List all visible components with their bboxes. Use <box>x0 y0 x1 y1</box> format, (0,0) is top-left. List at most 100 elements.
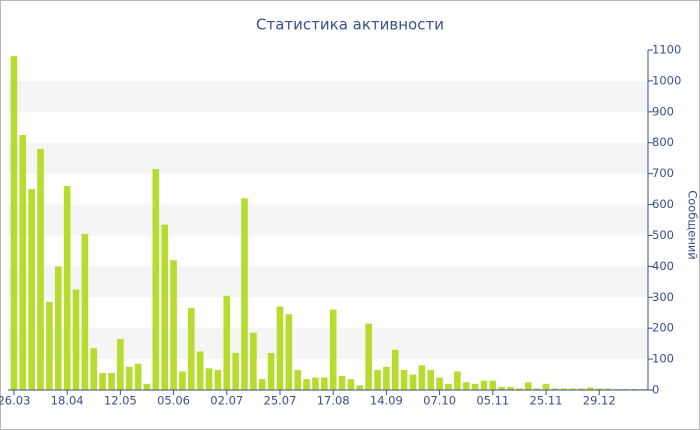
bar <box>480 380 488 390</box>
y-tick-label: 0 <box>652 383 659 397</box>
bar <box>258 379 266 390</box>
y-tick-label: 600 <box>652 197 674 211</box>
bar <box>365 323 372 390</box>
bar <box>374 369 381 390</box>
bar <box>108 373 115 390</box>
bar <box>294 369 302 390</box>
y-tick-label: 1100 <box>652 43 681 57</box>
bar <box>409 374 417 390</box>
bar <box>329 309 337 390</box>
bar <box>560 388 568 390</box>
y-tick-label: 100 <box>652 352 674 366</box>
grid-band <box>8 204 648 236</box>
bar <box>72 289 80 390</box>
bar <box>134 363 142 390</box>
x-tick-label: 17.08 <box>317 394 350 408</box>
bar <box>569 388 576 390</box>
x-tick-label: 07.10 <box>423 394 456 408</box>
bar <box>312 377 319 390</box>
y-tick-label: 300 <box>652 290 674 304</box>
grid-band <box>8 80 648 112</box>
chart-title: Статистика активности <box>256 16 444 34</box>
grid-band <box>8 328 648 360</box>
bar <box>54 266 62 390</box>
bar <box>595 388 603 390</box>
bar <box>117 339 124 390</box>
x-tick-label: 25.11 <box>530 394 563 408</box>
bar <box>267 352 275 390</box>
grid-band <box>8 142 648 174</box>
bar <box>241 198 248 390</box>
bar <box>285 314 293 390</box>
bar <box>90 348 98 390</box>
bar <box>187 308 195 390</box>
y-tick-label: 500 <box>652 228 674 242</box>
bar <box>489 380 497 390</box>
bar <box>99 373 106 390</box>
bar <box>445 383 452 390</box>
bar <box>28 189 35 390</box>
bar <box>578 388 585 390</box>
bar <box>125 366 133 390</box>
bar <box>462 382 470 390</box>
bar <box>427 369 435 390</box>
bar <box>383 366 390 390</box>
bar <box>205 368 213 390</box>
bar <box>321 377 328 390</box>
bar <box>10 56 18 390</box>
bar <box>161 224 168 390</box>
x-tick-label: 12.05 <box>104 394 137 408</box>
bar <box>223 295 231 390</box>
x-tick-label: 26.03 <box>0 394 30 408</box>
bar <box>604 388 612 390</box>
y-tick-label: 700 <box>652 166 674 180</box>
bar <box>152 169 160 390</box>
x-tick-label: 29.12 <box>583 394 616 408</box>
bar <box>81 233 89 390</box>
bar <box>507 386 514 390</box>
bar <box>143 383 151 390</box>
bar <box>356 385 364 390</box>
bar <box>533 388 541 390</box>
bar <box>436 377 443 390</box>
bar <box>454 371 461 390</box>
bar <box>196 351 204 390</box>
x-tick-label: 02.07 <box>210 394 243 408</box>
bar <box>418 365 426 390</box>
bar <box>250 332 257 390</box>
bar <box>276 306 284 390</box>
bar <box>524 382 532 390</box>
bar <box>63 186 71 390</box>
bar <box>391 349 399 390</box>
bar <box>232 352 239 390</box>
x-tick-label: 18.04 <box>51 394 84 408</box>
x-tick-label: 05.11 <box>476 394 509 408</box>
bar <box>303 379 310 390</box>
y-tick-label: 200 <box>652 321 674 335</box>
bar <box>516 388 523 390</box>
bar <box>587 387 594 390</box>
bar <box>400 369 408 390</box>
bar <box>338 376 346 390</box>
x-tick-label: 25.07 <box>264 394 297 408</box>
y-axis-title: Сообщений <box>686 190 700 260</box>
bar <box>551 388 559 390</box>
y-tick-label: 900 <box>652 104 674 118</box>
bar <box>347 379 355 390</box>
bar <box>37 148 44 390</box>
y-tick-label: 400 <box>652 259 674 273</box>
bar <box>542 383 550 390</box>
bar <box>19 135 27 390</box>
x-tick-label: 14.09 <box>370 394 403 408</box>
grid-band <box>8 266 648 298</box>
bar <box>46 301 53 390</box>
bar <box>170 260 177 390</box>
bar <box>498 386 505 390</box>
bar <box>214 369 222 390</box>
bar <box>179 371 186 390</box>
y-tick-label: 1000 <box>652 73 681 87</box>
x-tick-label: 05.06 <box>157 394 190 408</box>
bar <box>471 383 479 390</box>
y-tick-label: 800 <box>652 135 674 149</box>
